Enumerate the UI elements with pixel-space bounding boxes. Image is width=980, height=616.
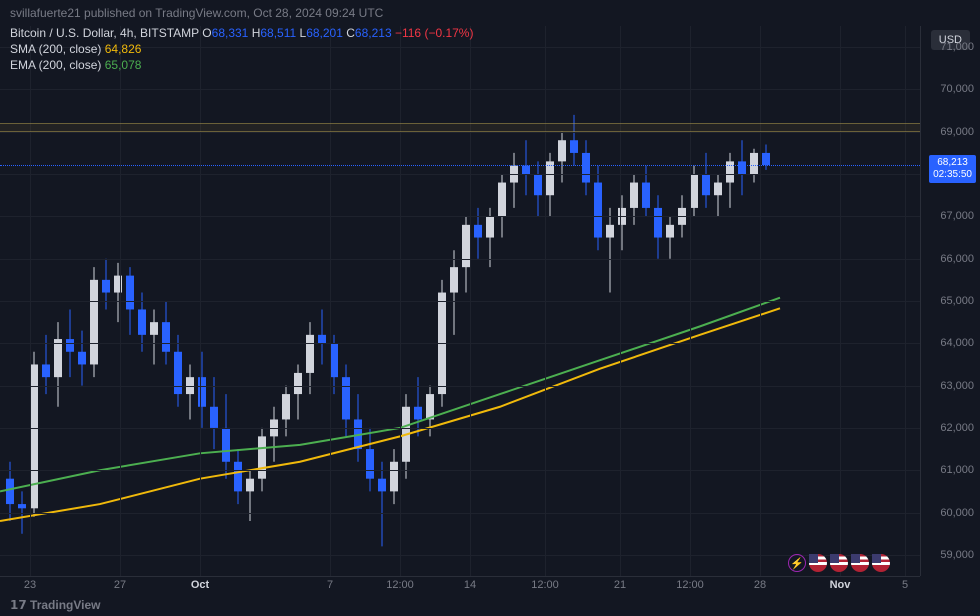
flag-icon[interactable] bbox=[872, 554, 890, 572]
change-value: −116 (−0.17%) bbox=[395, 26, 474, 40]
y-axis-label: 64,000 bbox=[940, 337, 974, 349]
ema-value: 65,078 bbox=[105, 58, 142, 72]
y-axis-label: 63,000 bbox=[940, 380, 974, 392]
tradingview-logo-icon: 𝟭𝟳 bbox=[10, 598, 30, 612]
brand-footer: 𝟭𝟳 TradingView bbox=[10, 598, 101, 612]
event-icons: ⚡ bbox=[788, 554, 890, 572]
ohlc-o-label: O bbox=[202, 26, 211, 40]
chart-legend: Bitcoin / U.S. Dollar, 4h, BITSTAMP O68,… bbox=[10, 26, 473, 74]
x-axis-label: 7 bbox=[327, 579, 333, 591]
price-line bbox=[0, 165, 920, 166]
x-axis-label: 21 bbox=[614, 579, 626, 591]
y-axis-label: 62,000 bbox=[940, 422, 974, 434]
symbol-line: Bitcoin / U.S. Dollar, 4h, BITSTAMP O68,… bbox=[10, 26, 473, 40]
y-axis: 71,00070,00069,00068,00067,00066,00065,0… bbox=[920, 26, 980, 576]
x-axis-label: 27 bbox=[114, 579, 126, 591]
current-price-badge: 68,21302:35:50 bbox=[929, 155, 976, 183]
x-axis-label: 12:00 bbox=[676, 579, 704, 591]
x-axis-label: 23 bbox=[24, 579, 36, 591]
x-axis-label: 14 bbox=[464, 579, 476, 591]
resistance-zone bbox=[0, 123, 920, 131]
sma-value: 64,826 bbox=[105, 42, 142, 56]
flag-icon[interactable] bbox=[809, 554, 827, 572]
y-axis-label: 59,000 bbox=[940, 549, 974, 561]
bolt-icon[interactable]: ⚡ bbox=[788, 554, 806, 572]
y-axis-label: 67,000 bbox=[940, 210, 974, 222]
chart-area[interactable] bbox=[0, 26, 920, 576]
flag-icon[interactable] bbox=[830, 554, 848, 572]
y-axis-label: 61,000 bbox=[940, 464, 974, 476]
ohlc-c-label: C bbox=[346, 26, 355, 40]
ohlc-o: 68,331 bbox=[212, 26, 249, 40]
y-axis-label: 65,000 bbox=[940, 295, 974, 307]
sma-line: SMA (200, close) 64,826 bbox=[10, 42, 473, 56]
ohlc-l: 68,201 bbox=[306, 26, 343, 40]
y-axis-label: 60,000 bbox=[940, 507, 974, 519]
x-axis-label: Nov bbox=[830, 579, 851, 591]
flag-icon[interactable] bbox=[851, 554, 869, 572]
x-axis: 23 27 Oct 7 12:00 14 12:00 21 12:00 28 Nov 5 bbox=[0, 576, 920, 594]
y-axis-label: 71,000 bbox=[940, 41, 974, 53]
publish-header: svillafuerte21 published on TradingView.… bbox=[0, 0, 980, 26]
x-axis-label: 5 bbox=[902, 579, 908, 591]
y-axis-label: 69,000 bbox=[940, 126, 974, 138]
ohlc-c: 68,213 bbox=[355, 26, 392, 40]
publisher-text: svillafuerte21 published on TradingView.… bbox=[10, 6, 383, 20]
symbol-name: Bitcoin / U.S. Dollar, 4h, BITSTAMP bbox=[10, 26, 199, 40]
y-axis-label: 70,000 bbox=[940, 83, 974, 95]
ema-label: EMA (200, close) bbox=[10, 58, 101, 72]
ohlc-h: 68,511 bbox=[260, 26, 296, 40]
x-axis-label: Oct bbox=[191, 579, 209, 591]
sma-label: SMA (200, close) bbox=[10, 42, 101, 56]
ema-line: EMA (200, close) 65,078 bbox=[10, 58, 473, 72]
y-axis-label: 66,000 bbox=[940, 253, 974, 265]
x-axis-label: 12:00 bbox=[531, 579, 559, 591]
x-axis-label: 28 bbox=[754, 579, 766, 591]
x-axis-label: 12:00 bbox=[386, 579, 414, 591]
